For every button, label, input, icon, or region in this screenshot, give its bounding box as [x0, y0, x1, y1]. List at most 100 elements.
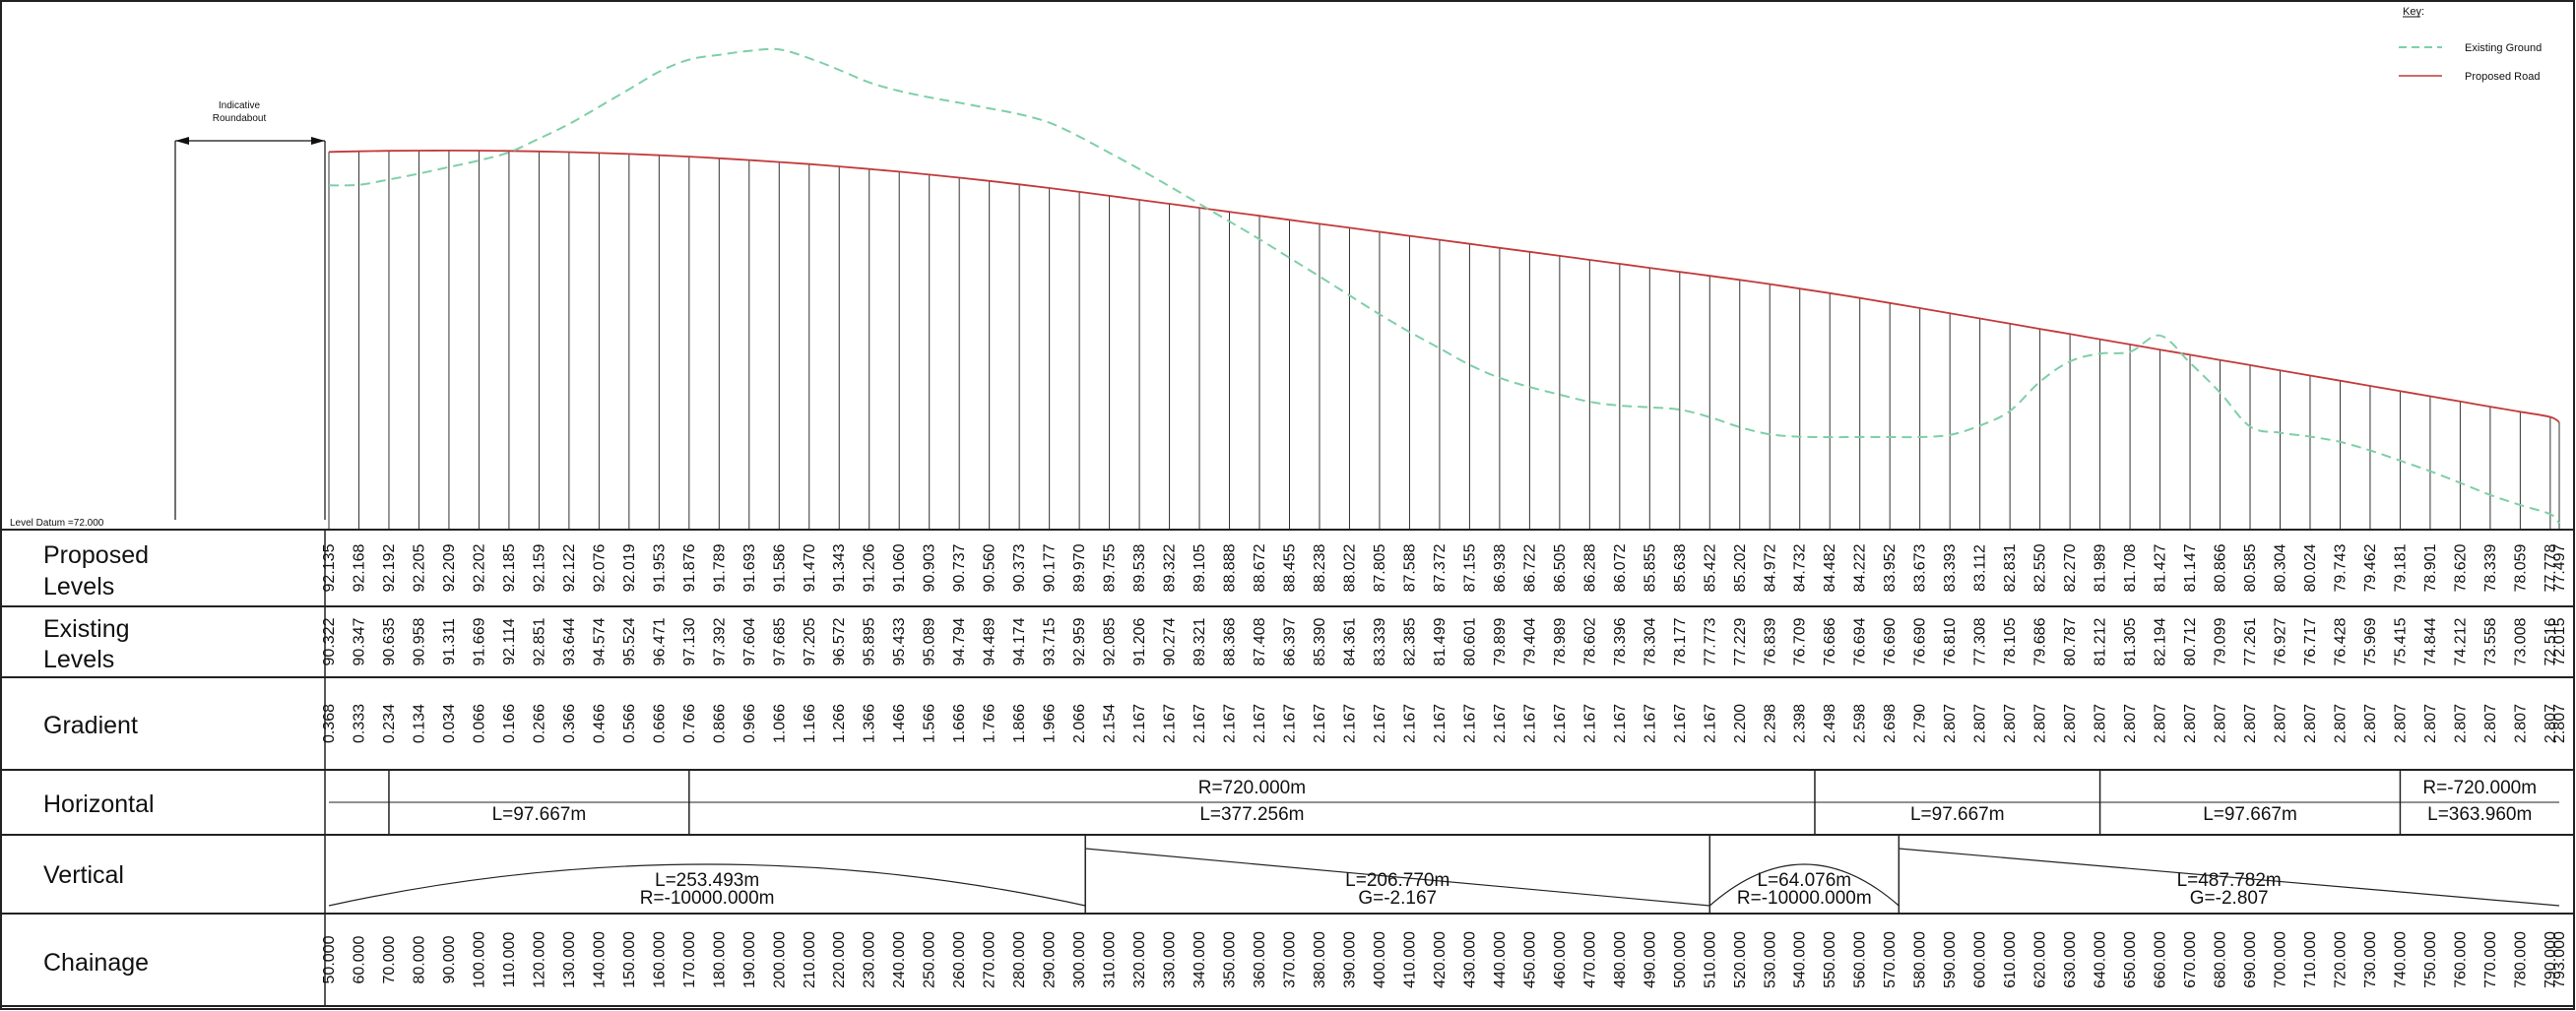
gradient-value: 2.154: [1102, 704, 1119, 743]
chainage-value: 330.000: [1162, 931, 1179, 988]
proposed-level-value: 92.185: [501, 543, 518, 592]
gradient-value: 2.167: [1162, 704, 1179, 743]
gradient-value: 1.866: [1011, 704, 1028, 743]
proposed-level-value: 91.789: [711, 543, 728, 592]
existing-level-value: 90.274: [1162, 617, 1179, 665]
existing-level-value: 91.206: [1131, 617, 1148, 665]
gradient-value: 1.966: [1042, 704, 1059, 743]
proposed-level-value: 78.339: [2482, 543, 2499, 592]
existing-level-value: 73.558: [2482, 617, 2499, 665]
gradient-value: 2.167: [1131, 704, 1148, 743]
proposed-level-value: 80.585: [2242, 543, 2259, 592]
existing-level-value: 76.717: [2302, 617, 2319, 665]
existing-level-value: 89.321: [1191, 617, 1208, 665]
proposed-level-value: 84.732: [1792, 543, 1809, 592]
existing-level-value: 73.008: [2512, 617, 2529, 665]
proposed-level-value: 89.322: [1162, 543, 1179, 592]
row-label-chainage: Chainage: [43, 949, 149, 977]
existing-level-value: 78.177: [1672, 617, 1689, 665]
chainage-value: 450.000: [1521, 931, 1538, 988]
gradient-value: 2.698: [1882, 704, 1899, 743]
existing-level-value: 81.499: [1432, 617, 1449, 665]
chainage-value: 670.000: [2182, 931, 2199, 988]
legend-proposed-label: Proposed Road: [2465, 71, 2540, 83]
existing-level-value: 80.787: [2062, 617, 2079, 665]
proposed-level-value: 86.938: [1492, 543, 1509, 592]
existing-level-value: 90.635: [381, 617, 398, 665]
proposed-level-value: 88.238: [1312, 543, 1328, 592]
chainage-value: 410.000: [1401, 931, 1418, 988]
chainage-value: 300.000: [1071, 931, 1088, 988]
existing-level-value: 92.959: [1071, 617, 1088, 665]
existing-level-value: 77.308: [1972, 617, 1989, 665]
chainage-value: 120.000: [531, 931, 547, 988]
chainage-value: 540.000: [1792, 931, 1809, 988]
existing-level-value: 90.958: [412, 617, 428, 665]
existing-level-value: 94.574: [591, 617, 608, 665]
chainage-value: 420.000: [1432, 931, 1449, 988]
existing-level-value: 78.105: [2002, 617, 2019, 665]
proposed-level-value: 89.755: [1102, 543, 1119, 592]
chainage-value: 400.000: [1372, 931, 1388, 988]
chainage-value: 720.000: [2333, 931, 2350, 988]
station-verticals: [328, 150, 2560, 530]
gradient-value: 2.167: [1461, 704, 1478, 743]
chainage-value: 460.000: [1552, 931, 1569, 988]
profile-table-grid: [1, 529, 2575, 1007]
gradient-value: 2.807: [2032, 704, 2049, 743]
gradient-value: 2.807: [2512, 704, 2529, 743]
gradient-value: 2.807: [2452, 704, 2469, 743]
row-label-gradient: Gradient: [43, 712, 138, 739]
vertical-segment-length: L=206.770m: [1345, 870, 1449, 891]
chainage-value: 250.000: [922, 931, 938, 988]
proposed-level-value: 82.550: [2032, 543, 2049, 592]
existing-level-value: 96.572: [831, 617, 848, 665]
existing-level-value: 94.489: [982, 617, 998, 665]
gradient-value: 1.566: [922, 704, 938, 743]
chainage-value: 490.000: [1642, 931, 1658, 988]
existing-level-value: 79.899: [1492, 617, 1509, 665]
proposed-level-value: 90.373: [1011, 543, 1028, 592]
existing-level-value: 78.304: [1642, 617, 1658, 665]
gradient-value: 2.167: [1401, 704, 1418, 743]
existing-level-value: 78.602: [1581, 617, 1598, 665]
proposed-level-value: 78.059: [2512, 543, 2529, 592]
existing-level-value: 96.471: [651, 617, 668, 665]
gradient-value: 2.167: [1252, 704, 1268, 743]
gradient-value: 2.167: [1552, 704, 1569, 743]
existing-level-value: 83.339: [1372, 617, 1388, 665]
existing-level-value: 90.322: [321, 617, 338, 665]
vertical-grade-line: [1899, 848, 2560, 907]
chainage-value: 140.000: [591, 931, 608, 988]
gradient-value: 0.333: [352, 704, 368, 743]
existing-level-value: 78.396: [1612, 617, 1629, 665]
existing-level-value: 84.361: [1342, 617, 1359, 665]
existing-level-value: 92.114: [501, 618, 518, 665]
chainage-value: 620.000: [2032, 931, 2049, 988]
chainage-value: 640.000: [2093, 931, 2109, 988]
existing-level-value: 94.794: [951, 617, 968, 665]
chainage-value: 430.000: [1461, 931, 1478, 988]
proposed-level-value: 84.482: [1822, 543, 1838, 592]
proposed-level-value: 92.202: [471, 543, 487, 592]
vertical-segment-param: G=-2.167: [1358, 888, 1437, 909]
existing-level-value: 95.895: [862, 617, 878, 665]
gradient-value: 2.167: [1581, 704, 1598, 743]
gradient-value: 0.666: [651, 704, 668, 743]
gradient-value: 2.807: [2242, 704, 2259, 743]
proposed-level-value: 86.288: [1581, 543, 1598, 592]
roundabout-annotation: Indicative Roundabout: [174, 100, 326, 520]
existing-level-value: 93.715: [1042, 617, 1059, 665]
proposed-level-value: 87.155: [1461, 543, 1478, 592]
proposed-level-value: 88.672: [1252, 543, 1268, 592]
gradient-value: 2.790: [1912, 704, 1929, 743]
vertical-grade-line: [1085, 848, 1710, 907]
existing-level-value: 77.261: [2242, 617, 2259, 665]
vertical-segment-length: L=487.782m: [2177, 870, 2282, 891]
existing-level-value: 92.085: [1102, 617, 1119, 665]
proposed-level-value: 78.620: [2452, 543, 2469, 592]
gradient-value: 2.807: [1972, 704, 1989, 743]
gradient-value: 0.166: [501, 704, 518, 743]
proposed-level-value: 86.722: [1521, 543, 1538, 592]
chainage-value: 660.000: [2153, 931, 2169, 988]
